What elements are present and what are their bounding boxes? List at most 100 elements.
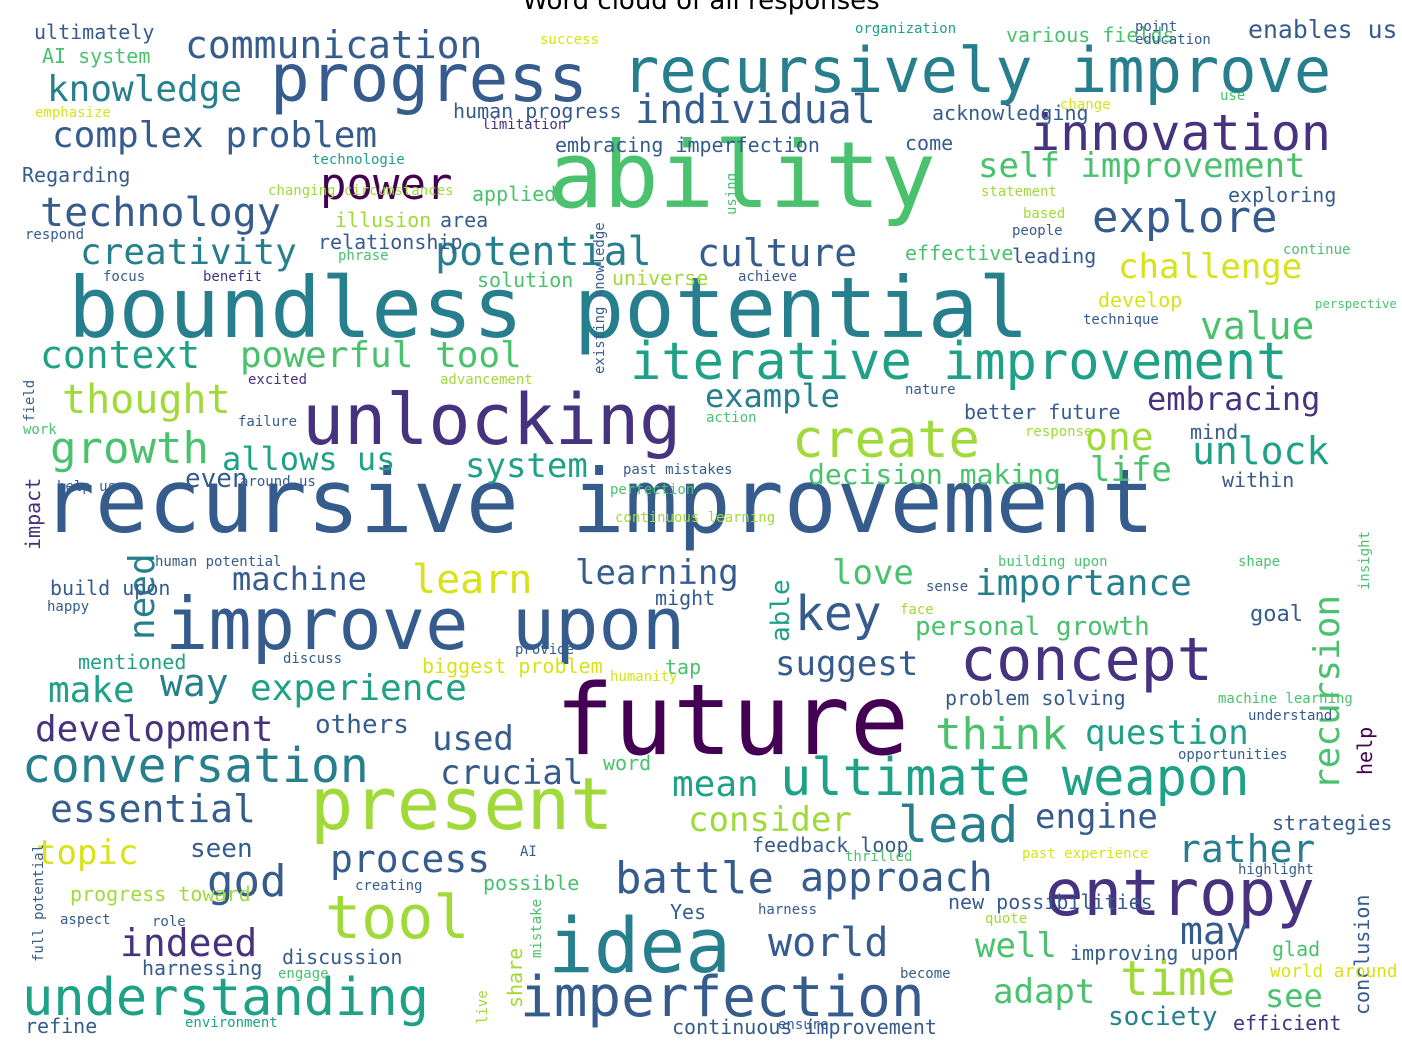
cloud-word: relationship bbox=[318, 230, 463, 254]
cloud-word: face bbox=[900, 602, 934, 618]
cloud-word: action bbox=[706, 410, 757, 426]
cloud-word: statement bbox=[981, 184, 1057, 200]
cloud-word: recursive improvement bbox=[42, 450, 1155, 553]
cloud-word: way bbox=[160, 661, 229, 705]
cloud-word: potential bbox=[435, 229, 652, 275]
cloud-word: perfection bbox=[610, 482, 695, 498]
cloud-word: limitation bbox=[482, 117, 567, 133]
cloud-word: engage bbox=[278, 966, 329, 982]
cloud-word: AI system bbox=[42, 44, 151, 68]
cloud-word: impact bbox=[21, 477, 45, 550]
cloud-word: progress toward bbox=[70, 882, 251, 906]
cloud-word: become bbox=[900, 966, 951, 982]
cloud-word: iterative improvement bbox=[630, 332, 1288, 392]
cloud-word: education bbox=[1135, 32, 1211, 48]
cloud-word: innovation bbox=[1030, 104, 1332, 162]
cloud-word: use bbox=[1220, 88, 1246, 104]
cloud-word: enables us bbox=[1248, 15, 1398, 44]
cloud-word: suggest bbox=[775, 644, 919, 684]
cloud-word: powerful tool bbox=[240, 335, 522, 376]
cloud-word: provide bbox=[515, 642, 575, 658]
cloud-word: conversation bbox=[22, 738, 369, 794]
cloud-word: develop bbox=[1098, 288, 1183, 312]
cloud-word: refine bbox=[25, 1014, 98, 1038]
cloud-word: existing knowledge bbox=[592, 222, 608, 374]
cloud-word: quote bbox=[985, 911, 1028, 927]
cloud-word: solution bbox=[477, 268, 574, 292]
cloud-word: discuss bbox=[283, 651, 343, 667]
cloud-word: system bbox=[465, 446, 588, 486]
cloud-word: discussion bbox=[282, 945, 403, 969]
cloud-word: society bbox=[1108, 1002, 1218, 1032]
cloud-word: understanding bbox=[22, 968, 429, 1028]
cloud-word: build upon bbox=[50, 576, 171, 600]
cloud-word: others bbox=[315, 710, 409, 740]
cloud-word: personal growth bbox=[915, 612, 1150, 642]
cloud-word: biggest problem bbox=[422, 654, 603, 678]
cloud-word: machine bbox=[232, 560, 367, 598]
cloud-word: highlight bbox=[1238, 862, 1314, 878]
cloud-word: complex problem bbox=[52, 115, 378, 156]
cloud-word: possible bbox=[483, 871, 580, 895]
cloud-word: thought bbox=[62, 377, 231, 423]
cloud-word: efficient bbox=[1233, 1011, 1342, 1035]
cloud-word: better future bbox=[964, 400, 1121, 424]
cloud-word: world bbox=[768, 920, 889, 966]
cloud-word: allows us bbox=[222, 440, 396, 478]
cloud-word: recursively improve bbox=[622, 34, 1332, 107]
cloud-word: communication bbox=[185, 23, 483, 67]
cloud-word: make bbox=[48, 670, 135, 711]
cloud-word: improving upon bbox=[1070, 941, 1239, 965]
cloud-word: Yes bbox=[670, 900, 707, 924]
cloud-word: well bbox=[975, 926, 1057, 966]
cloud-word: perspective bbox=[1315, 297, 1397, 311]
cloud-word: role bbox=[152, 914, 186, 930]
cloud-word: mean bbox=[672, 764, 759, 805]
cloud-word: work bbox=[23, 422, 57, 438]
cloud-word: organization bbox=[855, 21, 957, 37]
cloud-word: past experience bbox=[1022, 846, 1149, 862]
cloud-word: full potential bbox=[31, 843, 47, 962]
cloud-word: engine bbox=[1035, 797, 1158, 837]
cloud-word: technology bbox=[40, 190, 281, 236]
cloud-word: people bbox=[1012, 223, 1063, 239]
cloud-word: thrilled bbox=[845, 849, 913, 865]
cloud-word: even bbox=[185, 464, 248, 494]
cloud-word: ensure bbox=[778, 1017, 829, 1033]
cloud-word: technique bbox=[1083, 312, 1159, 328]
cloud-word: strategies bbox=[1272, 811, 1393, 835]
cloud-word: continue bbox=[1283, 242, 1351, 258]
cloud-word: love bbox=[832, 553, 914, 593]
cloud-word: AI bbox=[520, 844, 537, 860]
cloud-word: happy bbox=[47, 599, 90, 615]
cloud-word: decision making bbox=[808, 458, 1061, 491]
cloud-word: share bbox=[503, 947, 527, 1008]
cloud-word: context bbox=[40, 333, 201, 377]
cloud-word: mentioned bbox=[78, 650, 187, 674]
cloud-word: self improvement bbox=[978, 146, 1306, 186]
cloud-word: progress bbox=[270, 40, 588, 117]
cloud-word: harness bbox=[758, 902, 818, 918]
cloud-word: around us bbox=[240, 474, 316, 490]
cloud-word: help bbox=[1353, 726, 1377, 775]
cloud-word: illusion bbox=[335, 208, 432, 232]
cloud-word: response bbox=[1025, 424, 1093, 440]
cloud-word: creating bbox=[355, 878, 423, 894]
cloud-word: various fields bbox=[1006, 23, 1175, 47]
cloud-word: come bbox=[905, 131, 954, 155]
cloud-word: lead bbox=[898, 796, 1019, 854]
cloud-word: phrase bbox=[338, 248, 389, 264]
cloud-word: humanity bbox=[610, 669, 678, 685]
cloud-word: continuous improvement bbox=[672, 1015, 937, 1039]
cloud-word: culture bbox=[697, 231, 858, 275]
cloud-word: create bbox=[792, 410, 980, 470]
cloud-word: opportunities bbox=[1178, 747, 1288, 763]
cloud-word: example bbox=[705, 377, 840, 415]
cloud-word: entropy bbox=[1045, 857, 1315, 931]
cloud-word: human potential bbox=[155, 554, 282, 570]
cloud-word: knowledge bbox=[47, 69, 243, 110]
cloud-word: word bbox=[603, 751, 652, 775]
cloud-word: leading bbox=[1012, 244, 1097, 268]
cloud-word: problem solving bbox=[945, 686, 1126, 710]
